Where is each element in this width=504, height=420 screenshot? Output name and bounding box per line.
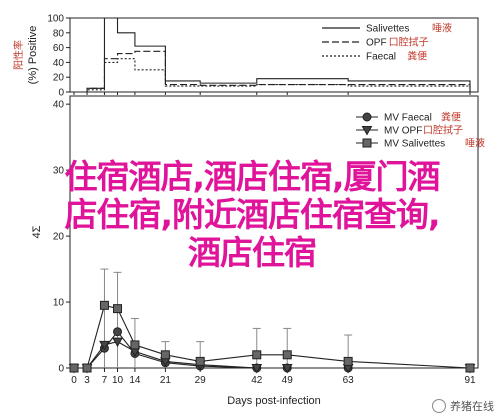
bottom-x-tick-label: 63 (343, 375, 355, 386)
bottom-legend-marker (361, 126, 373, 136)
bottom-series-point (252, 350, 262, 360)
bottom-series-point (465, 363, 475, 373)
bottom-x-tick-label: 14 (129, 375, 141, 386)
bottom-series-point (69, 363, 79, 373)
bottom-x-axis-label: Days post-infection (227, 395, 321, 407)
bottom-y-tick-label: 10 (53, 298, 65, 309)
top-legend-label: Faecal (366, 52, 396, 63)
bottom-series-point (160, 350, 170, 360)
bottom-series-point (282, 350, 292, 360)
top-y-axis-note: 阳性率 (12, 40, 25, 70)
watermark: 养猪在线 (432, 398, 494, 414)
bottom-x-tick-label: 91 (464, 375, 476, 386)
bottom-x-tick-label: 29 (195, 375, 207, 386)
bottom-legend-marker (362, 138, 372, 148)
bottom-y-tick-label: 40 (53, 100, 65, 111)
bottom-y-tick-label: 20 (53, 232, 65, 243)
top-y-tick-label: 40 (53, 58, 65, 69)
overlay-text-line-1: 住宿酒店,酒店住宿,厦门酒 (64, 157, 440, 196)
top-y-tick-label: 60 (53, 43, 65, 54)
bottom-x-tick-label: 0 (71, 375, 77, 386)
top-legend-note: 口腔拭子 (389, 36, 429, 49)
top-series-line-opf (74, 50, 471, 93)
bottom-legend-note: 口腔拭子 (423, 124, 463, 137)
bottom-legend-note: 唾液 (465, 137, 485, 150)
bottom-y-tick-label: 30 (53, 166, 65, 177)
top-y-tick-label: 0 (58, 88, 64, 99)
bottom-y-tick-label: 0 (58, 364, 64, 375)
top-legend-label: Salivettes (366, 24, 409, 35)
bottom-series-line-mv-salivettes (74, 304, 471, 369)
bottom-series-point (99, 300, 109, 310)
overlay-text-line-2: 店住宿,附近酒店住宿查询, (64, 195, 440, 234)
top-y-axis-label: (%) Positive (27, 26, 39, 85)
bottom-series-point (343, 356, 353, 366)
bottom-legend-marker (362, 112, 372, 122)
bottom-series-point (281, 364, 293, 374)
watermark-logo-icon (432, 399, 446, 413)
bottom-x-tick-label: 7 (102, 375, 108, 386)
overlay-text-line-3: 酒店住宿 (188, 233, 317, 272)
top-y-tick-label: 100 (47, 14, 64, 25)
bottom-legend-note: 粪便 (441, 111, 461, 124)
bottom-series-point (113, 304, 123, 314)
top-plot-frame (69, 17, 479, 93)
bottom-y-axis-label: 4Σ (31, 225, 43, 238)
bottom-x-tick-label: 21 (160, 375, 172, 386)
bottom-x-tick-label: 3 (84, 375, 90, 386)
top-y-tick-label: 80 (53, 28, 65, 39)
bottom-series-point (82, 363, 92, 373)
bottom-legend-label: MV Faecal (384, 113, 432, 124)
top-y-tick-label: 20 (53, 73, 65, 84)
bottom-legend-label: MV OPF (384, 126, 422, 137)
top-legend-note: 唾液 (432, 22, 452, 35)
bottom-series-point (99, 340, 110, 351)
bottom-series-point (112, 337, 123, 348)
bottom-series-point (113, 327, 123, 337)
bottom-series-point (195, 356, 205, 366)
top-legend-note: 粪便 (407, 50, 427, 63)
top-series-line-faecal (74, 58, 471, 93)
bottom-series-point (130, 340, 140, 350)
bottom-x-tick-label: 42 (251, 375, 263, 386)
watermark-text: 养猪在线 (450, 400, 494, 413)
top-legend-label: OPF (366, 38, 387, 49)
bottom-x-tick-label: 10 (112, 375, 124, 386)
bottom-series-point (251, 364, 263, 374)
bottom-legend-label: MV Salivettes (384, 139, 445, 150)
bottom-x-tick-label: 49 (282, 375, 294, 386)
